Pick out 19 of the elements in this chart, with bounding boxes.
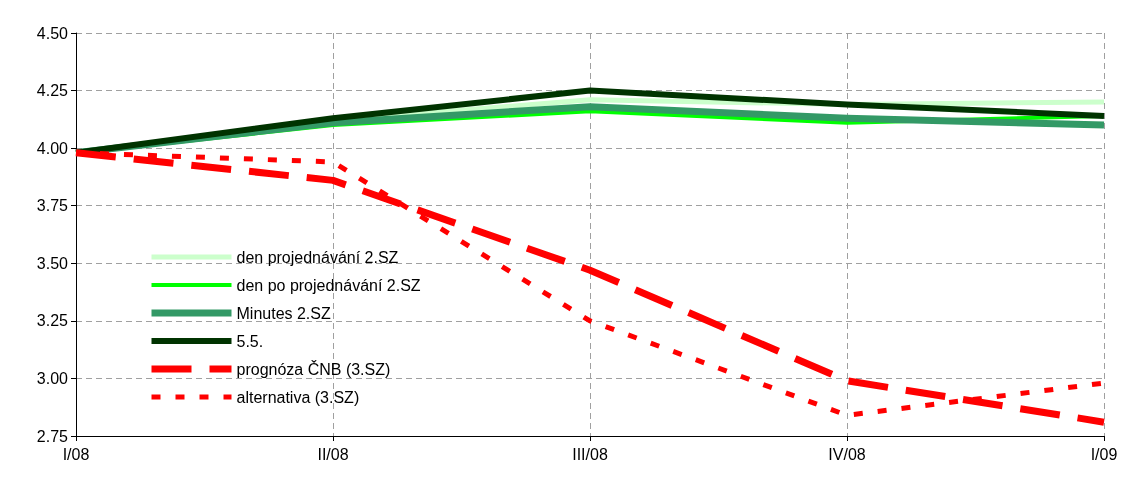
y-tick-label: 4.00 [36,139,69,157]
x-tick-label: I/08 [62,445,90,463]
legend-label: den po projednávání 2.SZ [236,276,421,294]
legend-label: 5.5. [236,332,264,350]
x-tick-label: II/08 [317,445,349,463]
legend-label: alternativa (3.SZ) [236,388,360,406]
y-tick-label: 3.00 [36,369,69,387]
legend-label: Minutes 2.SZ [236,304,331,322]
legend-label: prognóza ČNB (3.SZ) [236,359,391,378]
legend-label: den projednávání 2.SZ [236,248,399,266]
x-tick-label: IV/08 [828,445,866,463]
x-tick-label: I/09 [1090,445,1118,463]
y-tick-label: 4.50 [36,24,69,42]
y-tick-label: 2.75 [36,427,69,445]
y-tick-label: 3.25 [36,312,69,330]
y-tick-label: 3.50 [36,254,69,272]
x-tick-label: III/08 [572,445,608,463]
y-tick-label: 4.25 [36,82,69,100]
y-tick-label: 3.75 [36,197,69,215]
